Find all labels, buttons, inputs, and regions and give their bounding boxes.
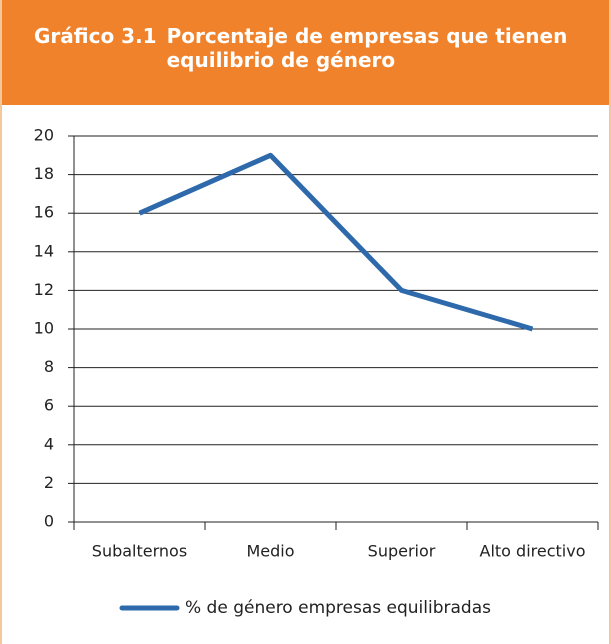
y-tick-label: 0 bbox=[44, 512, 54, 531]
x-tick-label: Superior bbox=[368, 542, 436, 561]
line bbox=[138, 152, 534, 332]
y-tick-label: 18 bbox=[34, 164, 54, 183]
y-tick-label: 10 bbox=[34, 319, 54, 338]
chart-title: Porcentaje de empresas que tienen equili… bbox=[166, 24, 568, 72]
y-tick-label: 4 bbox=[44, 434, 54, 453]
x-tick-label: Alto directivo bbox=[480, 542, 586, 561]
legend-label: % de género empresas equilibradas bbox=[185, 598, 491, 618]
y-tick-label: 16 bbox=[34, 203, 54, 222]
y-tick-label: 2 bbox=[44, 473, 54, 492]
title-label: Gráfico 3.1 bbox=[34, 24, 157, 48]
x-tick-label: Medio bbox=[246, 542, 294, 561]
y-tick-label: 6 bbox=[44, 396, 54, 415]
y-tick-label: 14 bbox=[34, 241, 54, 260]
x-tick-label: Subalternos bbox=[92, 542, 187, 561]
y-tick-label: 12 bbox=[34, 280, 54, 299]
y-tick-label: 8 bbox=[44, 357, 54, 376]
y-tick-label: 20 bbox=[34, 126, 54, 145]
header: Gráfico 3.1 Porcentaje de empresas que t… bbox=[2, 0, 609, 105]
